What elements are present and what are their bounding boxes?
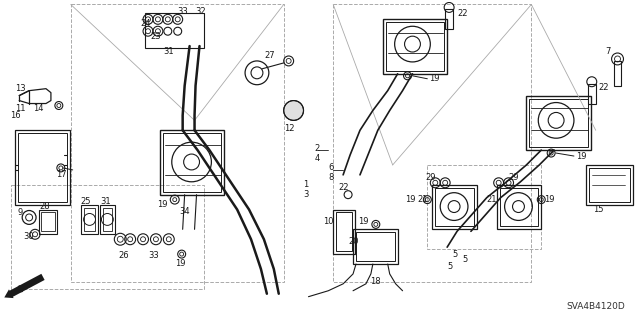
Bar xyxy=(356,232,395,261)
Text: 11: 11 xyxy=(15,104,26,113)
Text: 19: 19 xyxy=(544,195,555,204)
Text: 22: 22 xyxy=(457,9,468,18)
Bar xyxy=(497,185,541,229)
Bar xyxy=(41,212,55,231)
Bar xyxy=(526,96,591,150)
Text: 9: 9 xyxy=(17,208,22,217)
Bar xyxy=(589,168,630,202)
Text: 19: 19 xyxy=(157,200,168,209)
Bar xyxy=(15,130,70,204)
Text: 19: 19 xyxy=(175,258,185,268)
Text: 2: 2 xyxy=(314,144,319,152)
Bar xyxy=(386,22,444,71)
Text: 16: 16 xyxy=(10,111,21,120)
Text: 18: 18 xyxy=(370,277,381,286)
Bar xyxy=(383,19,447,74)
Text: 5: 5 xyxy=(447,263,452,271)
Text: 29: 29 xyxy=(426,173,436,182)
Bar xyxy=(336,212,352,251)
Text: 22: 22 xyxy=(338,183,349,192)
Text: 14: 14 xyxy=(33,104,44,113)
Bar xyxy=(333,210,355,254)
Text: 31: 31 xyxy=(163,47,173,56)
Bar xyxy=(71,4,284,282)
Bar xyxy=(84,208,95,231)
Text: 4: 4 xyxy=(314,153,319,162)
Text: 19: 19 xyxy=(576,152,586,160)
Text: 33: 33 xyxy=(148,251,159,260)
Circle shape xyxy=(284,100,303,120)
Bar xyxy=(428,165,541,249)
Bar xyxy=(104,208,113,231)
Text: 23: 23 xyxy=(150,32,161,41)
Bar xyxy=(18,133,67,202)
Bar xyxy=(39,210,57,234)
Text: SVA4B4120D: SVA4B4120D xyxy=(566,302,625,311)
Text: 34: 34 xyxy=(180,207,190,216)
Text: 5: 5 xyxy=(462,255,467,263)
Text: 24: 24 xyxy=(140,19,150,28)
Text: 5: 5 xyxy=(452,249,458,259)
Bar xyxy=(588,84,596,104)
Text: 25: 25 xyxy=(81,197,91,206)
Text: 15: 15 xyxy=(593,205,604,214)
Text: 17: 17 xyxy=(56,170,67,179)
Text: FR.: FR. xyxy=(23,292,39,301)
Bar xyxy=(586,165,634,204)
Bar xyxy=(12,185,204,289)
Text: 6: 6 xyxy=(328,163,333,173)
Text: 21: 21 xyxy=(487,195,497,204)
Text: 22: 22 xyxy=(598,83,609,92)
Text: 13: 13 xyxy=(15,84,26,93)
Text: 33: 33 xyxy=(178,7,188,16)
Bar xyxy=(163,133,221,192)
Text: 1: 1 xyxy=(303,180,308,189)
Bar xyxy=(333,4,531,282)
Text: 28: 28 xyxy=(39,202,50,211)
Text: 29: 29 xyxy=(509,173,519,182)
Text: 19: 19 xyxy=(405,195,415,204)
Bar xyxy=(100,204,115,234)
Text: 20: 20 xyxy=(348,237,358,246)
Bar xyxy=(160,130,224,195)
Text: 8: 8 xyxy=(328,173,333,182)
Text: 31: 31 xyxy=(100,197,111,206)
Text: 10: 10 xyxy=(323,217,334,226)
Text: 27: 27 xyxy=(264,51,275,61)
Text: 32: 32 xyxy=(196,7,206,16)
Bar xyxy=(432,185,477,229)
Bar xyxy=(353,229,397,264)
Text: 19: 19 xyxy=(358,217,369,226)
FancyArrow shape xyxy=(4,274,45,298)
Bar xyxy=(145,13,204,48)
Bar xyxy=(445,10,453,29)
Text: 26: 26 xyxy=(118,251,129,260)
Bar xyxy=(435,188,474,226)
Text: 19: 19 xyxy=(429,74,440,83)
Bar xyxy=(529,99,588,147)
Text: 30: 30 xyxy=(23,232,34,241)
Bar xyxy=(614,61,621,86)
Text: 7: 7 xyxy=(605,47,611,56)
Text: 21: 21 xyxy=(417,195,428,204)
Text: 3: 3 xyxy=(303,190,309,199)
Text: 12: 12 xyxy=(284,124,294,133)
Bar xyxy=(81,204,99,234)
Bar xyxy=(500,188,538,226)
